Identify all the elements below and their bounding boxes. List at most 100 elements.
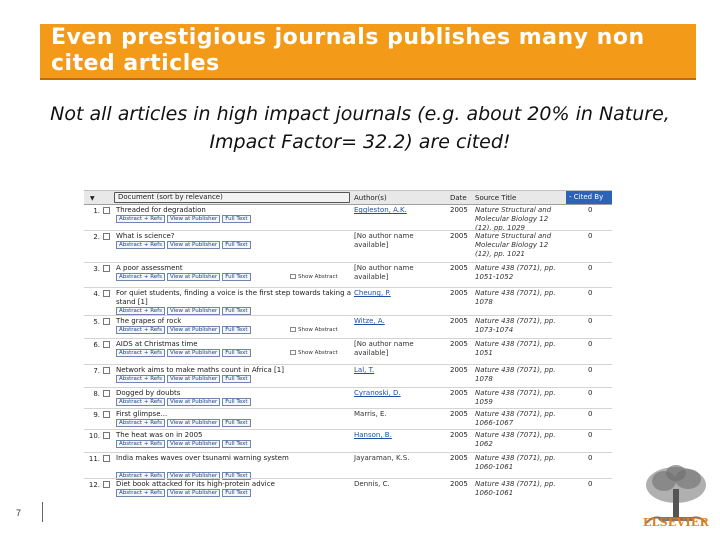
view-at-publisher-button[interactable]: View at Publisher: [166, 489, 221, 497]
row-links: Abstract + Refs View at Publisher Full Tex…: [116, 489, 253, 497]
abstract-refs-button[interactable]: Abstract + Refs: [116, 241, 165, 249]
author-name[interactable]: Witze, A.: [354, 317, 385, 325]
row-number: 11.: [88, 455, 100, 463]
document-title[interactable]: Diet book attacked for its high-protein …: [116, 480, 275, 488]
view-at-publisher-button[interactable]: View at Publisher: [166, 349, 221, 357]
cited-by-count: 0: [588, 264, 593, 272]
abstract-refs-button[interactable]: Abstract + Refs: [116, 419, 165, 427]
row-links: Abstract + Refs View at Publisher Full Tex…: [116, 307, 253, 315]
row-checkbox[interactable]: [103, 233, 110, 240]
authors-column-header[interactable]: Author(s): [354, 194, 387, 202]
row-number: 3.: [93, 265, 100, 273]
row-checkbox[interactable]: [103, 367, 110, 374]
document-title[interactable]: Network aims to make maths count in Afri…: [116, 366, 284, 374]
row-checkbox[interactable]: [103, 207, 110, 214]
full-text-button[interactable]: Full Text: [222, 489, 251, 497]
author-name[interactable]: Eggleston, A.K.: [354, 206, 407, 214]
full-text-button[interactable]: Full Text: [222, 241, 251, 249]
source-title: Nature 438 (7071), pp. 1060-1061: [475, 454, 556, 471]
row-checkbox[interactable]: [103, 265, 110, 272]
slide-subtitle: Not all articles in high impact journals…: [20, 100, 700, 156]
row-checkbox[interactable]: [103, 481, 110, 488]
view-at-publisher-button[interactable]: View at Publisher: [166, 273, 221, 281]
document-title[interactable]: The heat was on in 2005: [116, 431, 203, 439]
full-text-button[interactable]: Full Text: [222, 419, 251, 427]
view-at-publisher-button[interactable]: View at Publisher: [166, 419, 221, 427]
row-checkbox[interactable]: [103, 318, 110, 325]
full-text-button[interactable]: Full Text: [222, 375, 251, 383]
cited-by-count: 0: [588, 289, 593, 297]
full-text-button[interactable]: Full Text: [222, 398, 251, 406]
row-checkbox[interactable]: [103, 341, 110, 348]
full-text-button[interactable]: Full Text: [222, 307, 251, 315]
date-column-header[interactable]: Date: [450, 194, 467, 202]
full-text-button[interactable]: Full Text: [222, 440, 251, 448]
cited-by-column-header[interactable]: - Cited By: [566, 191, 612, 204]
author-name[interactable]: Hanson, B.: [354, 431, 392, 439]
abstract-refs-button[interactable]: Abstract + Refs: [116, 375, 165, 383]
elsevier-logo-text: ELSEVIER: [642, 516, 710, 529]
document-title[interactable]: AIDS at Christmas time: [116, 340, 198, 348]
row-checkbox[interactable]: [103, 432, 110, 439]
show-abstract-toggle[interactable]: Show Abstract: [290, 349, 338, 358]
row-checkbox[interactable]: [103, 290, 110, 297]
search-results-screenshot: ▼ Document (sort by relevance) Author(s)…: [84, 190, 612, 508]
abstract-refs-button[interactable]: Abstract + Refs: [116, 307, 165, 315]
document-title[interactable]: India makes waves over tsunami warning s…: [116, 454, 289, 462]
row-separator: [84, 230, 612, 231]
publication-date: 2005: [450, 410, 468, 418]
view-at-publisher-button[interactable]: View at Publisher: [166, 440, 221, 448]
cited-by-count: 0: [588, 206, 593, 214]
publication-date: 2005: [450, 454, 468, 462]
row-links: Abstract + Refs View at Publisher Full Tex…: [116, 472, 253, 480]
row-number: 7.: [93, 367, 100, 375]
abstract-refs-button[interactable]: Abstract + Refs: [116, 398, 165, 406]
abstract-refs-button[interactable]: Abstract + Refs: [116, 349, 165, 357]
elsevier-tree-logo: [636, 463, 716, 527]
show-abstract-toggle[interactable]: Show Abstract: [290, 273, 338, 282]
view-at-publisher-button[interactable]: View at Publisher: [166, 472, 221, 480]
row-checkbox[interactable]: [103, 411, 110, 418]
document-title[interactable]: Threaded for degradation: [116, 206, 206, 214]
document-title[interactable]: For quiet students, finding a voice is t…: [116, 289, 352, 306]
view-at-publisher-button[interactable]: View at Publisher: [166, 398, 221, 406]
abstract-refs-button[interactable]: Abstract + Refs: [116, 326, 165, 334]
full-text-button[interactable]: Full Text: [222, 349, 251, 357]
full-text-button[interactable]: Full Text: [222, 273, 251, 281]
document-title[interactable]: Dogged by doubts: [116, 389, 181, 397]
abstract-refs-button[interactable]: Abstract + Refs: [116, 489, 165, 497]
document-title[interactable]: The grapes of rock: [116, 317, 182, 325]
author-name[interactable]: Lal, T.: [354, 366, 375, 374]
view-at-publisher-button[interactable]: View at Publisher: [166, 375, 221, 383]
abstract-refs-button[interactable]: Abstract + Refs: [116, 215, 165, 223]
author-name: [No author name available]: [354, 264, 414, 281]
cited-by-count: 0: [588, 410, 593, 418]
abstract-refs-button[interactable]: Abstract + Refs: [116, 273, 165, 281]
row-links: Abstract + Refs View at Publisher Full Tex…: [116, 326, 253, 334]
row-checkbox[interactable]: [103, 455, 110, 462]
show-abstract-toggle[interactable]: Show Abstract: [290, 326, 338, 335]
view-at-publisher-button[interactable]: View at Publisher: [166, 326, 221, 334]
view-at-publisher-button[interactable]: View at Publisher: [166, 307, 221, 315]
full-text-button[interactable]: Full Text: [222, 326, 251, 334]
source-title: Nature 438 (7071), pp. 1078: [475, 366, 556, 383]
abstract-refs-button[interactable]: Abstract + Refs: [116, 472, 165, 480]
view-at-publisher-button[interactable]: View at Publisher: [166, 215, 221, 223]
document-title[interactable]: What is science?: [116, 232, 175, 240]
author-name[interactable]: Cheung, P.: [354, 289, 391, 297]
author-name: [No author name available]: [354, 340, 414, 357]
abstract-refs-button[interactable]: Abstract + Refs: [116, 440, 165, 448]
view-at-publisher-button[interactable]: View at Publisher: [166, 241, 221, 249]
row-checkbox[interactable]: [103, 390, 110, 397]
document-column-header[interactable]: Document (sort by relevance): [114, 192, 350, 203]
publication-date: 2005: [450, 366, 468, 374]
author-name[interactable]: Cyranoski, D.: [354, 389, 401, 397]
source-title: Nature 438 (7071), pp. 1051: [475, 340, 556, 357]
full-text-button[interactable]: Full Text: [222, 472, 251, 480]
full-text-button[interactable]: Full Text: [222, 215, 251, 223]
document-title[interactable]: A poor assessment: [116, 264, 183, 272]
document-title[interactable]: First glimpse...: [116, 410, 168, 418]
source-column-header[interactable]: Source Title: [475, 194, 517, 202]
row-links: Abstract + Refs View at Publisher Full Tex…: [116, 215, 253, 223]
sort-arrow-icon[interactable]: ▼: [90, 195, 95, 202]
